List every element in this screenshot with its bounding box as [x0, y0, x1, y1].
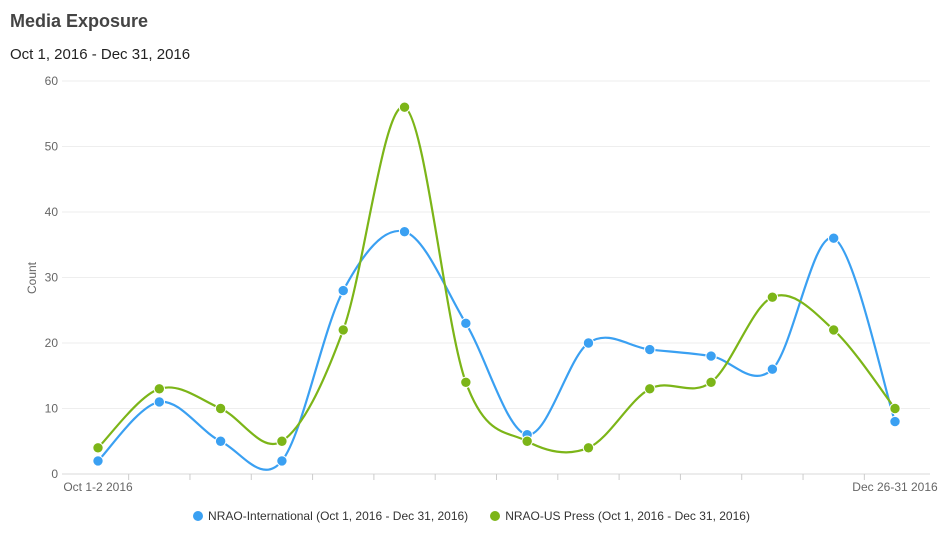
y-tick-label: 60 [45, 74, 59, 88]
y-tick-label: 10 [45, 402, 59, 416]
y-tick-label: 40 [45, 205, 59, 219]
data-point-us-press [827, 324, 840, 336]
grid-lines [62, 80, 930, 475]
data-point-us-press [337, 324, 349, 336]
legend-label-us-press: NRAO-US Press (Oct 1, 2016 - Dec 31, 201… [505, 509, 750, 523]
series-layer [92, 101, 901, 471]
data-point-us-press [276, 435, 288, 447]
data-point-us-press [398, 101, 411, 113]
data-point-us-press [214, 402, 227, 415]
data-point-international [827, 232, 840, 244]
y-tick-label: 30 [45, 271, 59, 285]
y-tick-label: 20 [45, 336, 59, 350]
data-point-international [337, 284, 349, 297]
data-point-international [766, 363, 779, 375]
data-point-us-press [644, 383, 656, 395]
data-point-us-press [766, 291, 779, 303]
legend-item-international[interactable]: NRAO-International (Oct 1, 2016 - Dec 31… [193, 509, 468, 523]
legend-item-us-press[interactable]: NRAO-US Press (Oct 1, 2016 - Dec 31, 201… [490, 509, 750, 523]
data-point-us-press [153, 383, 166, 395]
data-point-international [889, 415, 901, 428]
chart-legend: NRAO-International (Oct 1, 2016 - Dec 31… [0, 509, 943, 523]
x-axis-ticks [128, 474, 865, 480]
data-point-us-press [521, 435, 533, 447]
x-tick-label: Oct 1-2 2016 [63, 480, 133, 494]
data-point-international [398, 225, 411, 238]
data-point-us-press [92, 442, 104, 454]
legend-label-international: NRAO-International (Oct 1, 2016 - Dec 31… [208, 509, 469, 523]
data-point-international [644, 343, 656, 356]
chart-subtitle: Oct 1, 2016 - Dec 31, 2016 [10, 46, 191, 63]
data-point-us-press [460, 376, 472, 388]
y-tick-label: 50 [45, 140, 59, 154]
data-point-international [153, 396, 166, 408]
series-line-international [96, 229, 897, 471]
series-us-press [92, 101, 901, 454]
legend-marker-international [193, 511, 204, 521]
data-point-us-press [889, 402, 901, 415]
x-tick-label: Dec 26-31 2016 [852, 480, 938, 494]
y-axis-title: Count [25, 261, 39, 294]
data-point-international [276, 455, 288, 467]
chart-title: Media Exposure [10, 11, 149, 31]
y-tick-label: 0 [51, 467, 58, 481]
series-international [92, 225, 901, 471]
data-point-us-press [705, 376, 717, 388]
data-point-international [92, 455, 104, 467]
axis-labels: 0 10 20 30 40 50 60 Oct 1-2 2016 Dec 26-31 2016 [45, 74, 938, 494]
data-point-us-press [582, 442, 595, 454]
legend-marker-us-press [490, 511, 501, 521]
series-line-us-press [96, 106, 897, 454]
data-point-international [705, 350, 717, 362]
data-point-international [582, 337, 595, 349]
data-point-international [214, 435, 227, 447]
data-point-international [460, 317, 472, 330]
